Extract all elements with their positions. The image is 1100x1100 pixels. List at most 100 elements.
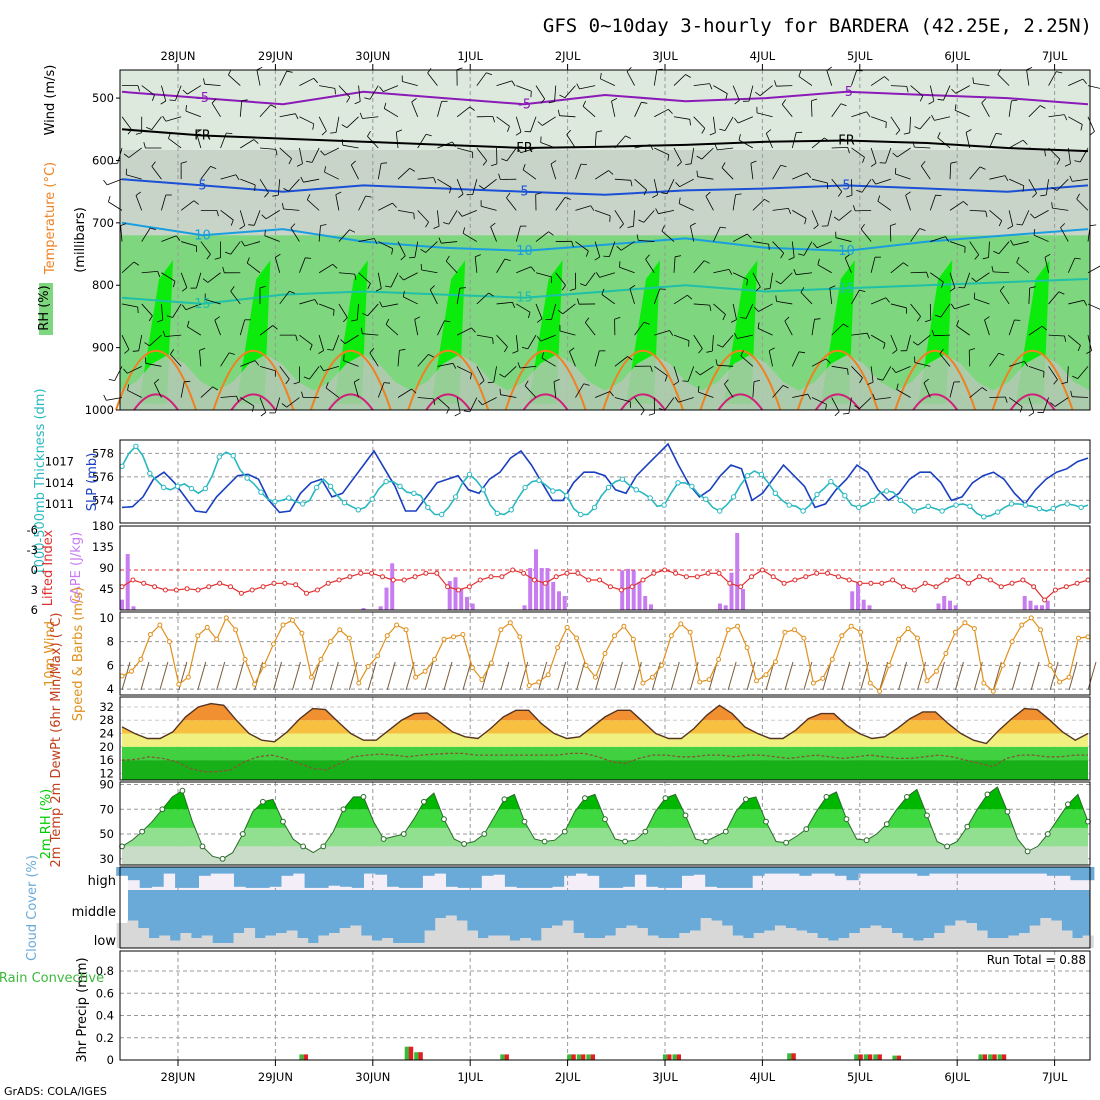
wind-barb: [1008, 319, 1015, 336]
cloud-low-bar: [806, 933, 818, 948]
wind10-barb: [140, 661, 150, 691]
wind-barb-flag: [652, 194, 658, 198]
wind-barb: [437, 141, 453, 149]
cloud-low-bar: [870, 925, 882, 948]
wind-barb: [506, 147, 517, 162]
wind-barb-flag: [611, 98, 618, 102]
wind-barb: [678, 397, 694, 403]
cloud-low-bar: [244, 928, 256, 948]
wind-barb: [358, 85, 361, 102]
cloud-low-bar: [774, 925, 786, 948]
wind-barb: [127, 365, 142, 374]
wind-barb: [421, 269, 438, 274]
cape-bar: [562, 596, 567, 610]
wind-barb-flag: [285, 378, 290, 385]
wind-barb: [425, 241, 438, 253]
wind-barb-flag: [965, 129, 972, 133]
wind-barb-flag: [536, 318, 543, 323]
cloud-high-bar: [469, 867, 482, 888]
wind-barb: [722, 334, 734, 348]
wind-barb-flag: [399, 275, 404, 281]
rh-point: [763, 818, 769, 825]
wind-barb-flag: [754, 306, 759, 312]
wind-barb-flag: [211, 98, 217, 104]
wind-barb: [397, 168, 410, 180]
wind-barb-flag: [709, 305, 712, 311]
wind-barb-flag: [536, 336, 542, 342]
wind-barb: [930, 236, 946, 242]
slp-tick-label: 1011: [45, 497, 74, 511]
cloud-high-bar: [610, 867, 624, 888]
wind-barb-flag: [724, 379, 729, 385]
lifted-tick-label: 6: [31, 603, 38, 617]
date-label-bottom: 3JUL: [652, 1070, 678, 1084]
cape-bar: [850, 591, 855, 610]
thickness-point: [647, 495, 653, 501]
wind-barb: [998, 241, 1010, 255]
cloud-high-bar: [163, 867, 176, 874]
wind10-point: [564, 624, 570, 630]
wind-barb-flag: [103, 394, 107, 401]
wind-barb-flag: [926, 272, 929, 279]
wind-barb: [259, 104, 271, 118]
lifted-index-point: [651, 570, 657, 576]
wind-barb-flag: [499, 388, 501, 395]
cloud-low-bar: [530, 940, 542, 948]
cloud-high-bar: [328, 867, 341, 886]
wind-barb: [654, 108, 669, 118]
wind-barb: [377, 163, 382, 180]
rh-point: [159, 806, 166, 813]
wind-barb-flag: [490, 163, 498, 167]
wind-barb: [914, 146, 931, 149]
wind-barb-flag: [643, 189, 647, 196]
wind-barb: [530, 116, 537, 132]
wind-barb-flag: [945, 236, 950, 242]
wind-barb: [1008, 139, 1024, 149]
wind-barb-flag: [817, 258, 820, 265]
wind10-point: [1085, 634, 1091, 640]
wind-barb-flag: [640, 409, 645, 416]
wind-barb: [472, 179, 478, 195]
wind-barb-flag: [1029, 286, 1036, 289]
isotherm-warm: [991, 349, 1074, 411]
lifted-index-point: [531, 577, 537, 583]
lifted-index-point: [825, 570, 830, 576]
wind-barb: [633, 210, 635, 227]
wind10-point: [451, 634, 456, 640]
thickness-point: [397, 483, 403, 489]
wind10-point: [394, 622, 400, 628]
cloud-low-bar: [1082, 935, 1094, 948]
wind-barb-flag: [1022, 139, 1028, 145]
lifted-index-point: [369, 570, 375, 576]
wind-barb: [196, 132, 202, 149]
lifted-index-point: [977, 574, 982, 580]
cape-bar: [1022, 596, 1027, 610]
wind10-point: [204, 624, 210, 630]
lifted-index-point: [521, 570, 527, 576]
wind10-point: [981, 680, 987, 686]
wind-barb: [930, 272, 944, 283]
rh-point: [199, 843, 206, 850]
wind-barb-flag: [1053, 379, 1058, 385]
cape-bar: [936, 603, 941, 610]
wind-barb: [738, 139, 754, 149]
isotherm-label: -5: [518, 97, 531, 112]
wind-barb: [851, 111, 867, 118]
cloud-high-bar: [717, 867, 730, 888]
wind10-barb: [746, 661, 756, 691]
cloud-high-bar: [340, 867, 353, 887]
pressure-tick-label: 700: [92, 216, 114, 230]
wind10-point: [574, 635, 580, 641]
rh-axis-title: 2m RH (%): [39, 789, 54, 860]
wind-barb-flag: [264, 229, 266, 236]
wind-barb-flag: [998, 220, 1003, 227]
rh-tick-label: 30: [99, 852, 114, 866]
cloud-low-bar: [116, 923, 128, 948]
precip-convective-bar: [868, 1054, 873, 1060]
cloud-low-bar: [944, 925, 956, 948]
wind-barb: [910, 271, 927, 274]
wind-barb-flag: [143, 142, 146, 149]
thickness-point: [661, 502, 667, 508]
lifted-index-point: [597, 577, 603, 583]
lifted-index-point: [901, 584, 906, 590]
